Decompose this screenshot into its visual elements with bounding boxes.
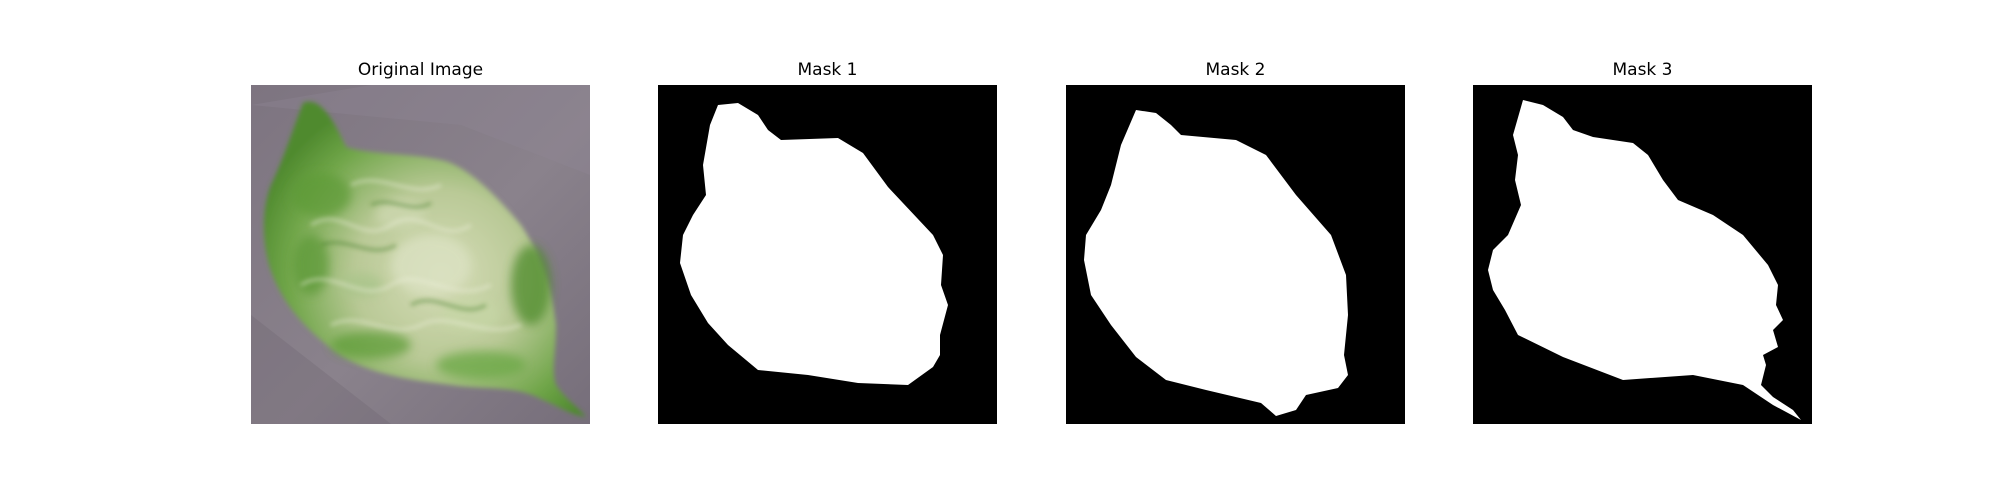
panel-original-image: Original Image — [251, 60, 590, 424]
original-leaf-photo — [251, 85, 590, 424]
mask-1-image — [658, 85, 997, 424]
panel-title: Mask 3 — [1612, 60, 1673, 80]
panel-mask-3: Mask 3 — [1473, 60, 1812, 424]
panel-mask-2: Mask 2 — [1066, 60, 1405, 424]
panel-mask-1: Mask 1 — [658, 60, 997, 424]
panel-title: Original Image — [357, 60, 484, 80]
panel-title: Mask 1 — [797, 60, 858, 80]
mask-2-image — [1066, 85, 1405, 424]
mask-3-image — [1473, 85, 1812, 424]
panel-title: Mask 2 — [1205, 60, 1266, 80]
